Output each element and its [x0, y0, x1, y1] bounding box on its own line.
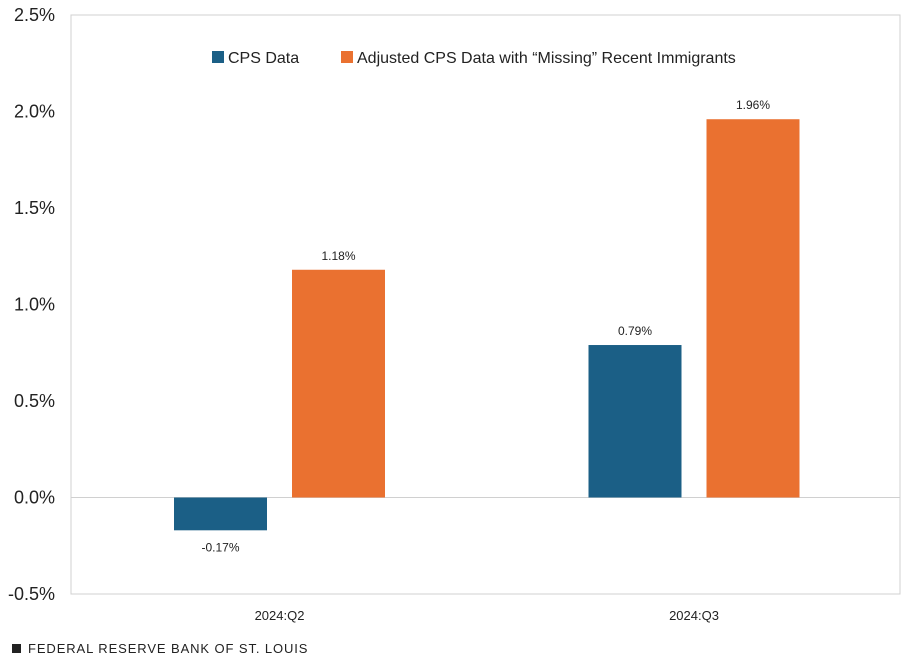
x-axis: 2024:Q2 2024:Q3	[255, 608, 719, 623]
plot-area	[70, 14, 901, 595]
y-tick-label: -0.5%	[8, 584, 55, 604]
y-tick-label: 1.0%	[14, 295, 55, 315]
logo-square	[12, 644, 21, 653]
y-axis: 2.5% 2.0% 1.5% 1.0% 0.5% 0.0% -0.5%	[8, 5, 55, 604]
legend-swatch	[341, 51, 353, 63]
legend-label: CPS Data	[228, 50, 299, 67]
source-credit: FEDERAL RESERVE BANK OF ST. LOUIS	[12, 641, 308, 656]
legend: CPS Data Adjusted CPS Data with “Missing”…	[212, 50, 736, 67]
legend-swatch	[212, 51, 224, 63]
x-tick-label: 2024:Q3	[669, 608, 719, 623]
legend-label: Adjusted CPS Data with “Missing” Recent …	[357, 50, 736, 67]
data-label: 1.96%	[736, 98, 770, 112]
source-text: FEDERAL RESERVE BANK OF ST. LOUIS	[28, 641, 309, 656]
bars: -0.17% 1.18% 0.79% 1.96%	[174, 98, 800, 554]
data-label: -0.17%	[201, 540, 239, 554]
bar	[706, 119, 800, 498]
bar	[292, 269, 385, 498]
y-tick-label: 0.0%	[14, 488, 55, 508]
y-tick-label: 1.5%	[14, 198, 55, 218]
y-tick-label: 2.0%	[14, 102, 55, 122]
bar	[174, 497, 267, 531]
y-tick-label: 2.5%	[14, 5, 55, 25]
data-label: 1.18%	[321, 249, 355, 263]
y-tick-label: 0.5%	[14, 391, 55, 411]
data-label: 0.79%	[618, 324, 652, 338]
bar-chart: 2.5% 2.0% 1.5% 1.0% 0.5% 0.0% -0.5% -0.17% 1.18…	[8, 5, 901, 623]
x-tick-label: 2024:Q2	[255, 608, 305, 623]
bar	[588, 345, 682, 498]
